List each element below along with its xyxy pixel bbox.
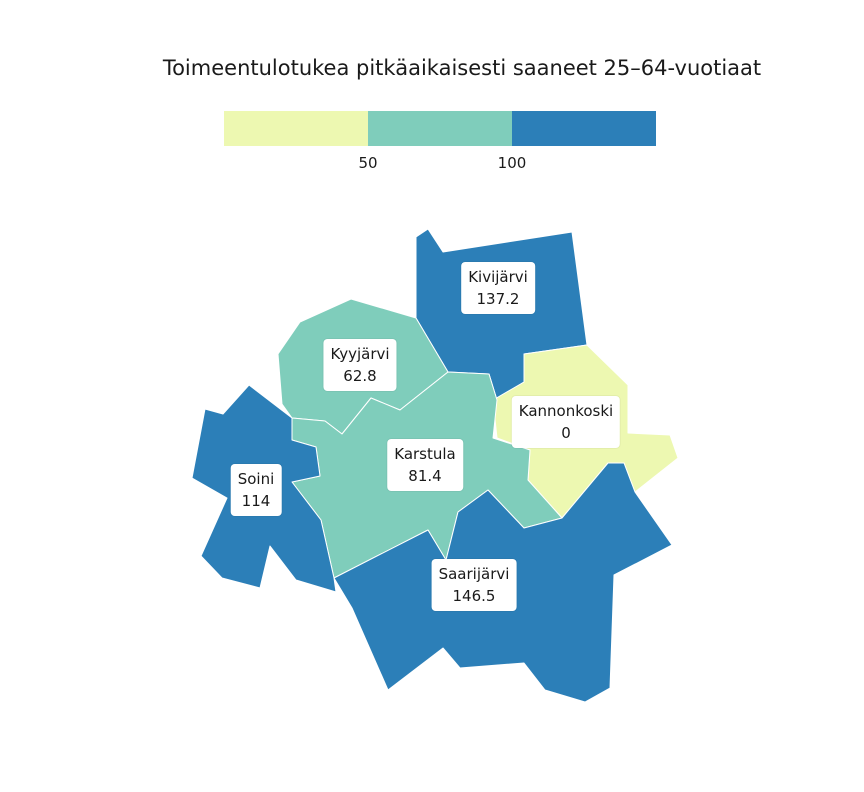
- label-kivijarvi: Kivijärvi 137.2: [461, 262, 535, 314]
- label-kivijarvi-name: Kivijärvi: [468, 268, 528, 286]
- label-kannonkoski-value: 0: [561, 424, 571, 442]
- legend-break-1: 50: [358, 154, 378, 172]
- map-title: Toimeentulotukea pitkäaikaisesti saaneet…: [162, 56, 762, 80]
- label-kyyjarvi: Kyyjärvi 62.8: [323, 339, 397, 391]
- label-saarijarvi-name: Saarijärvi: [438, 565, 510, 583]
- label-soini: Soini 114: [230, 464, 282, 516]
- label-karstula: Karstula 81.4: [387, 439, 463, 491]
- label-karstula-value: 81.4: [408, 467, 442, 485]
- label-kyyjarvi-name: Kyyjärvi: [330, 345, 390, 363]
- label-kivijarvi-value: 137.2: [476, 290, 520, 308]
- label-kyyjarvi-value: 62.8: [343, 367, 377, 385]
- legend-break-2: 100: [497, 154, 527, 172]
- label-kannonkoski-name: Kannonkoski: [518, 402, 614, 420]
- label-saarijarvi-value: 146.5: [452, 587, 496, 605]
- color-legend: [224, 111, 656, 146]
- label-karstula-name: Karstula: [394, 445, 456, 463]
- label-soini-name: Soini: [237, 470, 275, 488]
- label-soini-value: 114: [241, 492, 271, 510]
- legend-swatch-mid: [368, 111, 512, 146]
- legend-swatch-low: [224, 111, 368, 146]
- label-saarijarvi: Saarijärvi 146.5: [431, 559, 517, 611]
- legend-swatch-high: [512, 111, 656, 146]
- label-kannonkoski: Kannonkoski 0: [511, 396, 621, 448]
